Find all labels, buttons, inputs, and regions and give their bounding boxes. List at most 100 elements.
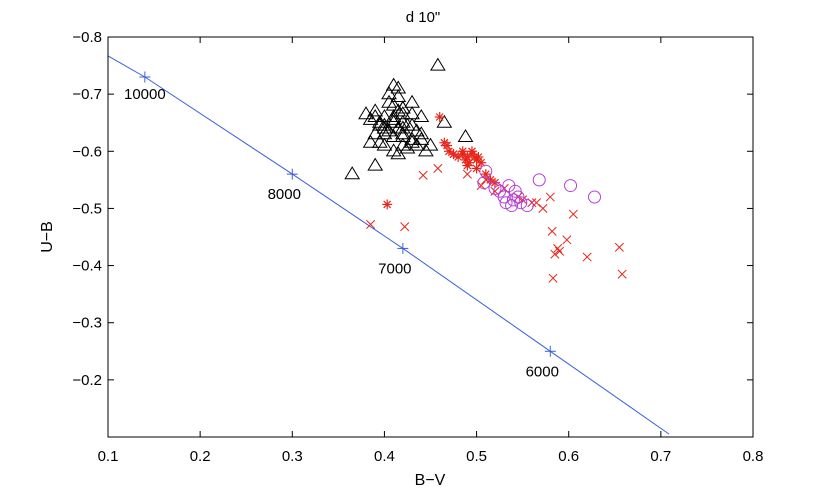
cross-stroke: [550, 249, 560, 259]
triangle-point: [367, 103, 384, 117]
circle-point: [505, 199, 519, 213]
asterisk-point: [382, 199, 393, 210]
plot-marks: [108, 55, 670, 435]
cross-stroke: [553, 243, 563, 253]
cross-stroke: [548, 273, 558, 283]
asterisk-point: [457, 146, 468, 157]
triangle-point: [394, 126, 411, 140]
triangle-point: [376, 137, 393, 151]
cross-point: [462, 169, 472, 179]
cross-point: [433, 163, 443, 173]
y-tick-label: −0.7: [72, 86, 102, 103]
triangle-point: [385, 114, 402, 128]
y-tick-label: −0.2: [72, 372, 102, 389]
y-axis: −0.8 −0.7 −0.6 −0.5 −0.4 −0.3 −0.2: [72, 29, 753, 389]
x-axis: 0.1 0.2 0.3 0.4 0.5 0.6 0.7 0.8: [98, 37, 764, 465]
x-tick-label: 0.2: [190, 448, 211, 465]
line-marker: [139, 71, 151, 83]
x-tick-label: 0.7: [650, 448, 671, 465]
cross-point: [554, 246, 565, 256]
triangle-point: [390, 103, 407, 117]
triangle-point: [385, 77, 402, 91]
asterisk-stroke: [435, 113, 444, 121]
triangle-point: [367, 109, 384, 123]
cross-stroke: [614, 242, 624, 252]
triangle-point: [404, 94, 420, 108]
circle-point: [532, 173, 546, 187]
cross-stroke: [366, 219, 376, 229]
triangle-point: [371, 134, 388, 148]
cross-stroke: [538, 203, 548, 213]
cross-point: [545, 192, 555, 202]
cross-point: [547, 226, 557, 236]
triangle-point: [418, 143, 434, 157]
triangle-point: [422, 137, 439, 151]
triangle-point: [404, 134, 420, 148]
triangle-point: [429, 57, 446, 71]
asterisk-stroke: [477, 158, 486, 167]
line-marker: [397, 242, 409, 254]
cross-point: [418, 170, 428, 180]
x-tick-label: 0.8: [743, 448, 764, 465]
x-tick-label: 0.3: [282, 448, 303, 465]
triangle-point: [394, 129, 411, 143]
cross-stroke: [554, 246, 565, 256]
x-tick-label: 0.4: [374, 448, 395, 465]
triangle-point: [399, 117, 416, 131]
triangle-point: [371, 117, 388, 131]
asterisk-stroke: [445, 147, 453, 156]
circle-point: [564, 179, 578, 193]
y-tick-label: −0.5: [72, 200, 102, 217]
cross-stroke: [476, 181, 486, 191]
cross-stroke: [527, 198, 537, 208]
cross-stroke: [545, 192, 555, 202]
circle-point: [497, 190, 511, 204]
cross-point: [568, 209, 578, 219]
triangle-point: [390, 80, 407, 94]
triangle-point: [385, 111, 402, 125]
asterisk-stroke: [443, 141, 452, 150]
triangle-point: [362, 134, 379, 148]
y-tick-label: −0.8: [72, 29, 102, 46]
cross-point: [366, 219, 376, 229]
circle-point: [588, 190, 602, 204]
asterisk-stroke: [474, 153, 483, 161]
cross-stroke: [418, 170, 428, 180]
triangle-point: [381, 94, 397, 108]
cross-stroke: [433, 163, 443, 173]
x-tick-label: 0.6: [558, 448, 579, 465]
triangle-point: [413, 126, 430, 140]
y-tick-label: −0.4: [72, 258, 102, 275]
sequence-line: [108, 55, 670, 435]
triangle-point: [413, 109, 430, 123]
cross-stroke: [582, 252, 592, 262]
triangle-point: [381, 86, 397, 100]
asterisk-stroke: [472, 164, 481, 173]
triangle-point: [408, 137, 425, 151]
triangle-point: [404, 106, 420, 120]
triangle-point: [457, 129, 474, 143]
asterisk-point: [466, 146, 477, 157]
asterisk-stroke: [383, 200, 392, 209]
cross-point: [562, 235, 572, 245]
circle-point: [511, 190, 525, 204]
asterisk-point: [434, 112, 445, 122]
y-tick-label: −0.3: [72, 315, 102, 332]
cross-point: [548, 273, 558, 283]
cross-stroke: [617, 269, 627, 279]
y-axis-label: U−B: [39, 221, 56, 253]
asterisk-point: [476, 157, 487, 168]
x-tick-label: 0.1: [98, 448, 119, 465]
cross-point: [550, 249, 560, 259]
temperature-label: 6000: [526, 363, 559, 380]
line-marker: [544, 345, 556, 357]
triangle-point: [344, 166, 361, 180]
triangle-point: [367, 157, 384, 171]
triangle-point: [358, 106, 374, 120]
asterisk-stroke: [463, 161, 472, 170]
cross-stroke: [400, 222, 410, 232]
triangle-point: [436, 114, 453, 128]
triangle-point: [394, 100, 411, 114]
cross-point: [582, 252, 592, 262]
x-tick-label: 0.5: [466, 448, 487, 465]
